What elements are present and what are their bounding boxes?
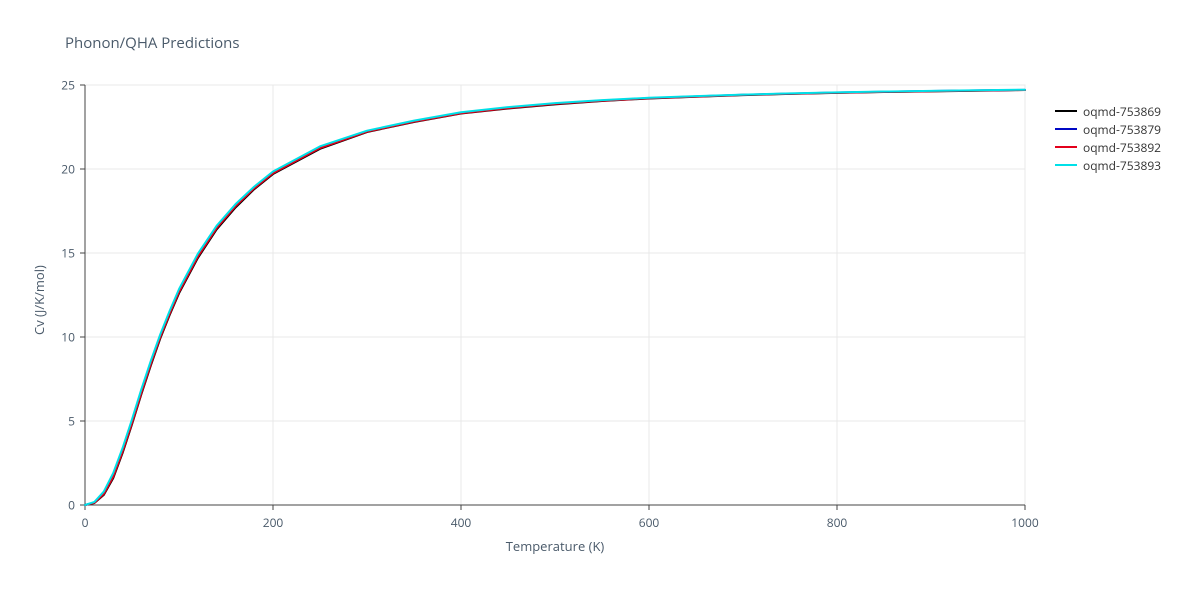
y-tick-label: 5 (53, 413, 75, 430)
legend-label: oqmd-753879 (1083, 121, 1161, 138)
x-tick-label: 800 (827, 514, 848, 531)
legend-swatch (1055, 164, 1077, 166)
legend-label: oqmd-753892 (1083, 139, 1161, 156)
y-tick-label: 10 (53, 329, 75, 346)
x-tick-label: 0 (82, 514, 89, 531)
series-line (85, 90, 1025, 505)
legend-swatch (1055, 110, 1077, 112)
y-tick-label: 25 (53, 77, 75, 94)
x-tick-label: 1000 (1011, 514, 1038, 531)
series-line (85, 90, 1025, 505)
x-tick-label: 400 (451, 514, 472, 531)
series-line (85, 90, 1025, 505)
legend-label: oqmd-753893 (1083, 157, 1161, 174)
legend-item[interactable]: oqmd-753893 (1055, 157, 1161, 173)
x-tick-label: 600 (639, 514, 660, 531)
chart-plot-area (0, 0, 1200, 600)
legend-label: oqmd-753869 (1083, 103, 1161, 120)
legend-item[interactable]: oqmd-753892 (1055, 139, 1161, 155)
legend-item[interactable]: oqmd-753879 (1055, 121, 1161, 137)
legend-swatch (1055, 128, 1077, 130)
y-tick-label: 0 (53, 497, 75, 514)
y-tick-label: 20 (53, 161, 75, 178)
y-tick-label: 15 (53, 245, 75, 262)
x-tick-label: 200 (263, 514, 284, 531)
series-line (85, 90, 1025, 505)
legend-swatch (1055, 146, 1077, 148)
chart-legend: oqmd-753869oqmd-753879oqmd-753892oqmd-75… (1055, 103, 1161, 175)
legend-item[interactable]: oqmd-753869 (1055, 103, 1161, 119)
